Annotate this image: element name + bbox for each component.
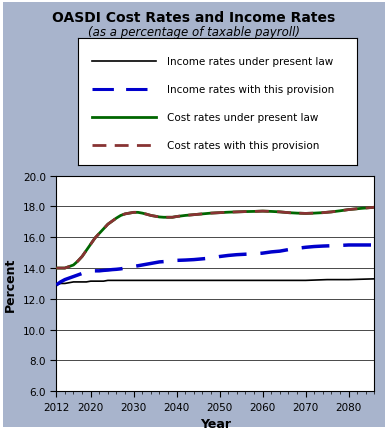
Text: OASDI Cost Rates and Income Rates: OASDI Cost Rates and Income Rates [52, 11, 336, 25]
Text: Income rates with this provision: Income rates with this provision [167, 84, 334, 95]
Text: Income rates under present law: Income rates under present law [167, 56, 333, 67]
Text: Cost rates with this provision: Cost rates with this provision [167, 140, 319, 150]
Text: Cost rates under present law: Cost rates under present law [167, 112, 319, 123]
Text: (as a percentage of taxable payroll): (as a percentage of taxable payroll) [88, 26, 300, 39]
Y-axis label: Percent: Percent [4, 257, 17, 311]
X-axis label: Year: Year [200, 417, 231, 430]
